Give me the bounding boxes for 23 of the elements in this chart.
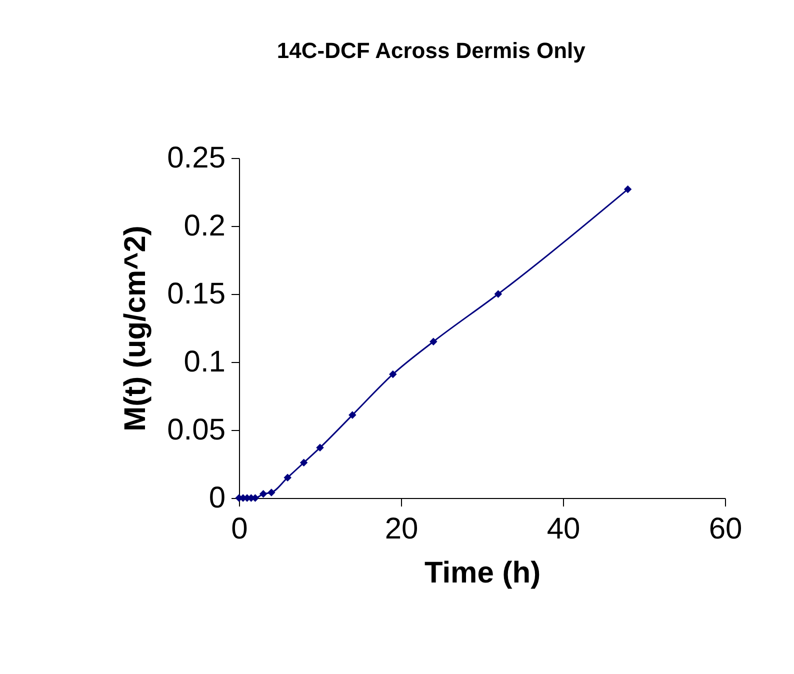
point — [624, 185, 632, 194]
x-tick-label: 60 — [708, 512, 742, 546]
point — [259, 490, 268, 498]
x-tick-label: 20 — [384, 512, 418, 546]
x-axis-title: Time (h) — [424, 556, 541, 590]
chart-title: 14C-DCF Across Dermis Only — [276, 38, 586, 63]
point — [348, 411, 356, 419]
y-axis-title: M(t) (ug/cm^2) — [119, 226, 152, 432]
point — [494, 290, 502, 298]
point — [284, 474, 292, 482]
y-tick-label: 0.05 — [167, 414, 226, 446]
y-tick-label: 0 — [208, 482, 226, 514]
point — [389, 370, 397, 378]
x-tick-label: 40 — [546, 512, 580, 546]
point — [268, 488, 276, 496]
y-tick-label: 0.25 — [167, 142, 226, 174]
point — [430, 338, 438, 346]
point — [300, 458, 308, 467]
x-tick-label: 0 — [231, 512, 248, 546]
y-tick-label: 0.1 — [184, 346, 226, 378]
y-tick-label: 0.2 — [184, 210, 226, 242]
point — [316, 444, 324, 452]
y-tick-label: 0.15 — [167, 278, 226, 310]
